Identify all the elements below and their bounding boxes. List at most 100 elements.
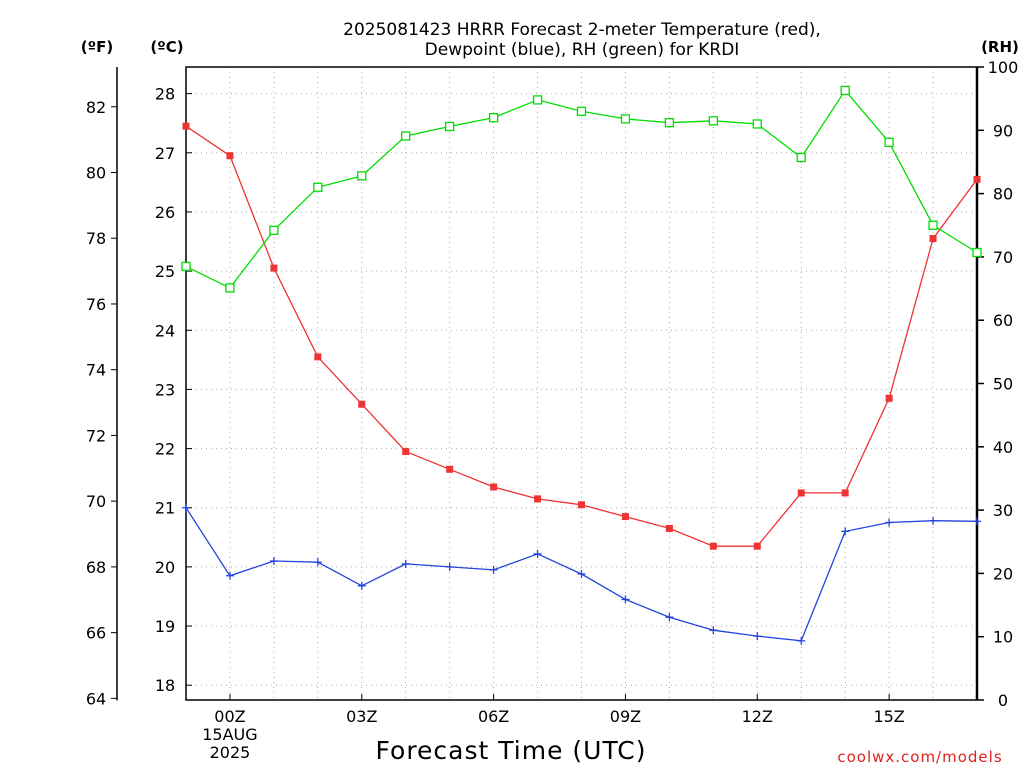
fahrenheit-tick-label: 76 bbox=[86, 295, 106, 314]
rh-point bbox=[576, 106, 587, 116]
celsius-unit-label: (ºC) bbox=[150, 38, 183, 56]
dewpoint-point bbox=[665, 613, 674, 622]
dewpoint-point bbox=[929, 516, 938, 525]
dewpoint-point bbox=[225, 571, 234, 580]
dewpoint-point bbox=[445, 562, 454, 571]
temperature-point bbox=[182, 122, 190, 130]
rh-tick-label: 80 bbox=[993, 185, 1013, 204]
temperature-point bbox=[270, 264, 278, 272]
celsius-tick-label: 26 bbox=[155, 203, 175, 222]
rh-tick-label: 100 bbox=[988, 58, 1019, 77]
temperature-point bbox=[929, 235, 937, 243]
dewpoint-point bbox=[709, 626, 718, 635]
dewpoint-point bbox=[489, 565, 498, 574]
celsius-tick-label: 18 bbox=[155, 676, 175, 695]
temperature-point bbox=[665, 524, 673, 532]
celsius-tick-label: 23 bbox=[155, 380, 175, 399]
celsius-tick-label: 24 bbox=[155, 321, 175, 340]
temperature-point bbox=[841, 489, 849, 497]
dewpoint-point bbox=[533, 549, 542, 558]
rh-tick-label: 0 bbox=[998, 691, 1008, 710]
rh-point bbox=[664, 118, 675, 128]
plot-frame bbox=[185, 66, 978, 701]
fahrenheit-tick-label: 64 bbox=[86, 689, 106, 708]
credit-text: coolwx.com/models bbox=[837, 748, 1002, 766]
fahrenheit-tick-label: 68 bbox=[86, 558, 106, 577]
fahrenheit-tick-label: 82 bbox=[86, 98, 106, 117]
dewpoint-point bbox=[753, 632, 762, 641]
rh-point bbox=[401, 131, 411, 141]
rh-point bbox=[445, 121, 455, 132]
temperature-point bbox=[973, 175, 981, 183]
dewpoint-point bbox=[577, 569, 586, 578]
temperature-point bbox=[446, 465, 454, 473]
temperature-point bbox=[753, 542, 761, 550]
rh-point bbox=[313, 182, 323, 192]
fahrenheit-unit-label: (ºF) bbox=[81, 38, 113, 56]
rh-point bbox=[840, 85, 850, 96]
celsius-tick-label: 19 bbox=[155, 617, 175, 636]
celsius-tick-label: 27 bbox=[155, 144, 175, 163]
rh-point bbox=[225, 283, 235, 293]
rh-point bbox=[884, 137, 894, 147]
fahrenheit-tick-label: 70 bbox=[86, 492, 106, 511]
temperature-point bbox=[402, 448, 410, 456]
fahrenheit-tick-label: 66 bbox=[86, 624, 106, 643]
rh-point bbox=[928, 220, 938, 230]
dewpoint-point bbox=[973, 517, 981, 526]
rh-unit-label: (RH) bbox=[981, 38, 1019, 56]
dewpoint-point bbox=[401, 559, 410, 568]
fahrenheit-tick-label: 74 bbox=[86, 361, 106, 380]
temperature-point bbox=[621, 513, 629, 521]
dewpoint-point bbox=[313, 558, 322, 567]
temperature-point bbox=[358, 400, 366, 408]
celsius-tick-label: 25 bbox=[155, 262, 175, 281]
x-tick-label: 15AUG bbox=[202, 725, 257, 744]
rh-point bbox=[269, 225, 279, 235]
x-tick-label: 09Z bbox=[610, 707, 641, 726]
rh-tick-label: 30 bbox=[993, 501, 1013, 520]
fahrenheit-tick-label: 72 bbox=[86, 426, 106, 445]
celsius-tick-label: 28 bbox=[155, 85, 175, 104]
celsius-tick-label: 21 bbox=[155, 499, 175, 518]
rh-tick-label: 70 bbox=[993, 248, 1013, 267]
fahrenheit-tick-label: 80 bbox=[86, 164, 106, 183]
rh-point bbox=[796, 152, 806, 163]
rh-point bbox=[972, 247, 982, 258]
x-tick-label: 06Z bbox=[478, 707, 509, 726]
x-tick-label: 00Z bbox=[214, 707, 245, 726]
rh-tick-label: 40 bbox=[993, 438, 1013, 457]
temperature-point bbox=[578, 501, 585, 509]
dewpoint-point bbox=[621, 595, 630, 604]
dewpoint-point bbox=[357, 581, 366, 590]
chart-title-line-2: Dewpoint (blue), RH (green) for KRDI bbox=[425, 40, 740, 60]
temperature-line bbox=[185, 125, 978, 547]
rh-point bbox=[488, 112, 499, 123]
temperature-point bbox=[534, 495, 542, 503]
x-tick-label: 15Z bbox=[873, 707, 904, 726]
rh-point bbox=[357, 171, 367, 181]
rh-tick-label: 20 bbox=[993, 564, 1013, 583]
dewpoint-point bbox=[841, 527, 850, 536]
rh-tick-label: 50 bbox=[993, 375, 1013, 394]
x-tick-label: 03Z bbox=[346, 707, 377, 726]
fahrenheit-tick-label: 78 bbox=[86, 229, 106, 248]
celsius-tick-label: 20 bbox=[155, 558, 175, 577]
rh-point bbox=[708, 116, 718, 126]
dewpoint-point bbox=[797, 636, 806, 645]
x-axis-title: Forecast Time (UTC) bbox=[376, 736, 647, 765]
temperature-point bbox=[314, 353, 322, 361]
chart-title-line-1: 2025081423 HRRR Forecast 2-meter Tempera… bbox=[343, 20, 821, 40]
rh-point bbox=[181, 261, 191, 272]
dewpoint-point bbox=[885, 518, 894, 527]
x-tick-label: 12Z bbox=[742, 707, 773, 726]
rh-line bbox=[185, 89, 978, 289]
x-tick-label: 2025 bbox=[210, 743, 251, 762]
rh-tick-label: 90 bbox=[993, 121, 1013, 140]
dewpoint-point bbox=[269, 556, 278, 565]
rh-point bbox=[620, 114, 631, 124]
rh-tick-label: 60 bbox=[993, 311, 1013, 330]
temperature-point bbox=[709, 542, 717, 550]
